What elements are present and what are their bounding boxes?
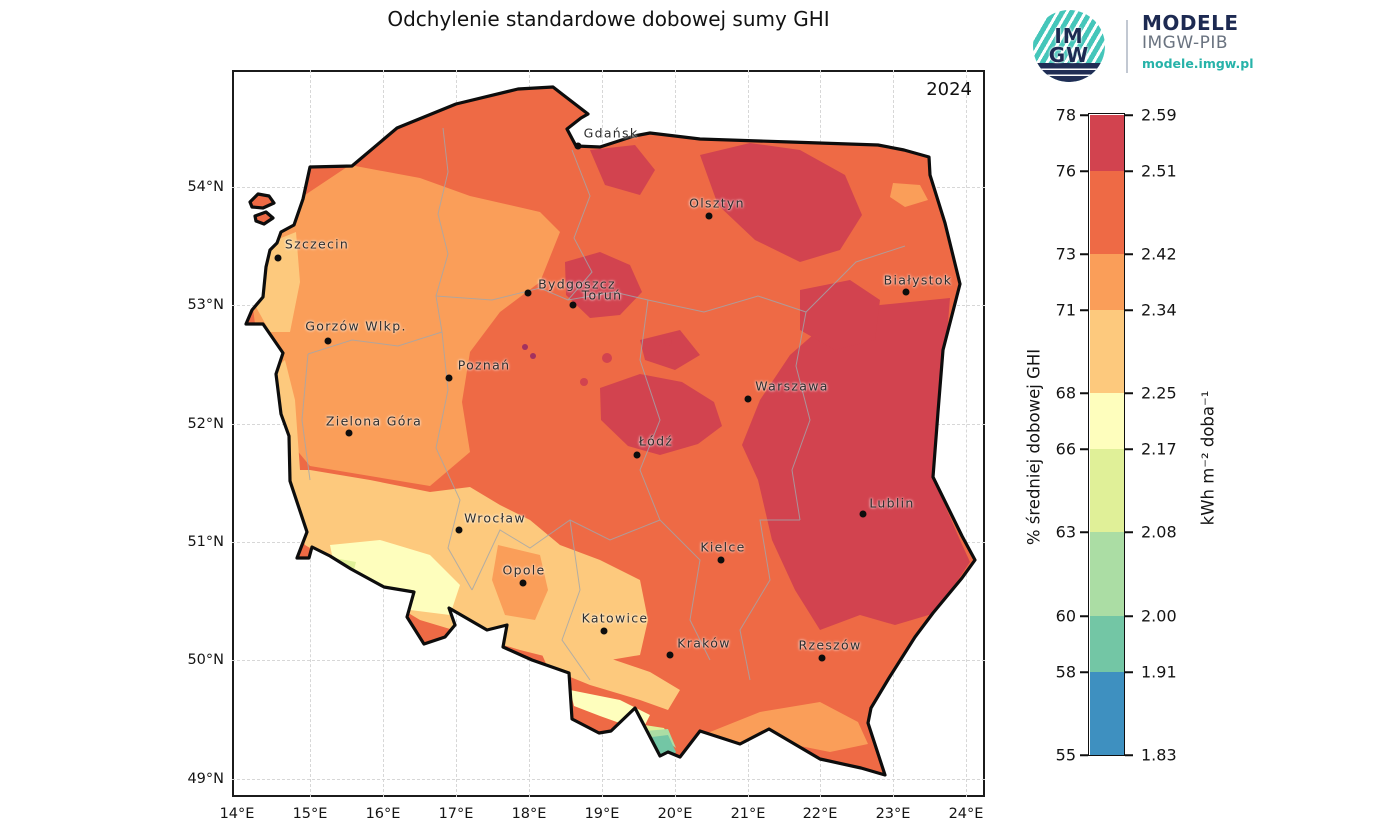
field-band-71-73-nw — [252, 165, 560, 486]
logo-org-text: IMGW-PIB — [1142, 33, 1229, 53]
field-crimson-speck — [602, 353, 612, 363]
field-band-66-68-sw — [330, 540, 460, 615]
voivodeship-borders — [301, 127, 906, 681]
imgw-logo — [1033, 10, 1105, 82]
logo-url-text: modele.imgw.pl — [1142, 56, 1254, 71]
field-band-76-78-mazowsze — [600, 374, 722, 455]
logo-monogram-line2: GW — [1048, 43, 1090, 67]
field-band-76-78-mazury — [700, 143, 862, 262]
field-band-68-71-southwest — [298, 470, 648, 660]
field-band-71-73-ne-corner — [890, 183, 928, 207]
field-band-71-73-south — [700, 702, 868, 752]
poland-outline — [244, 85, 977, 777]
logo-wave-base — [1033, 62, 1105, 82]
colorbar-percent-axis-label: % średniej dobowej GHI — [1024, 348, 1044, 546]
field-band-76-78-east — [742, 298, 970, 630]
year-label: 2024 — [926, 79, 972, 100]
logo-divider — [1126, 20, 1128, 73]
page-title: Odchylenie standardowe dobowej sumy GHI — [387, 7, 830, 31]
field-band-76-78-blob-center — [640, 330, 700, 370]
field-purple-speck — [530, 353, 536, 359]
imgw-logo-monogram: IM GW — [1033, 10, 1105, 82]
logo-brand-text: MODELE — [1142, 11, 1239, 35]
field-band-68-71-south-strip — [540, 650, 680, 710]
colorbar-unit-axis-label: kWh m⁻² doba⁻¹ — [1198, 390, 1218, 526]
field-crimson-speck — [580, 378, 588, 386]
field-purple-speck — [522, 344, 528, 350]
field-band-76-78-torun — [565, 252, 642, 318]
field-band-68-71-szczecin — [252, 232, 300, 332]
field-band-76-78-gdansk — [590, 145, 655, 195]
logo-monogram-line1: IM — [1054, 24, 1084, 48]
ghi-field — [246, 87, 975, 775]
field-crimson-speck — [664, 338, 672, 346]
